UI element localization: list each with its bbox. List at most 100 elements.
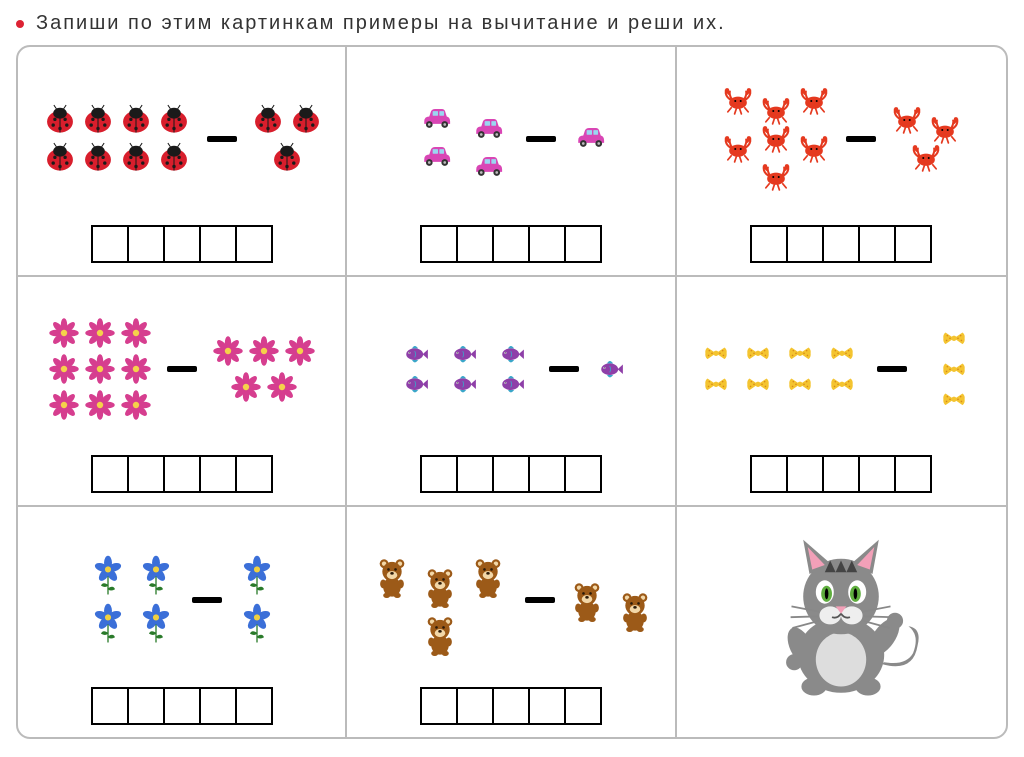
answer-box[interactable] xyxy=(199,687,237,725)
object-group xyxy=(37,103,197,175)
cat-illustration xyxy=(751,529,931,714)
object-group xyxy=(232,554,282,646)
minus-icon xyxy=(877,366,907,372)
answer-box[interactable] xyxy=(564,687,602,725)
answer-boxes[interactable] xyxy=(32,455,331,493)
answer-box[interactable] xyxy=(420,455,458,493)
answer-box[interactable] xyxy=(420,225,458,263)
bear-icon xyxy=(370,554,414,598)
answer-boxes[interactable] xyxy=(691,455,992,493)
answer-box[interactable] xyxy=(492,455,530,493)
flower-icon xyxy=(248,335,280,367)
bow-icon xyxy=(935,356,973,383)
answer-box[interactable] xyxy=(91,225,129,263)
answer-box[interactable] xyxy=(492,687,530,725)
answer-box[interactable] xyxy=(786,455,824,493)
answer-box[interactable] xyxy=(822,225,860,263)
answer-box[interactable] xyxy=(456,225,494,263)
bluefl-icon xyxy=(86,602,130,646)
answer-box[interactable] xyxy=(420,687,458,725)
flower-icon xyxy=(48,317,80,349)
flower-icon xyxy=(230,371,262,403)
cell-6 xyxy=(677,277,1006,507)
answer-box[interactable] xyxy=(199,225,237,263)
answer-boxes[interactable] xyxy=(691,225,992,263)
bow-icon xyxy=(823,340,861,367)
answer-box[interactable] xyxy=(894,455,932,493)
cell-3 xyxy=(677,47,1006,277)
answer-box[interactable] xyxy=(199,455,237,493)
flower-icon xyxy=(120,353,152,385)
answer-box[interactable] xyxy=(456,687,494,725)
answer-boxes[interactable] xyxy=(32,225,331,263)
car-icon xyxy=(412,103,460,137)
flower-icon xyxy=(266,371,298,403)
cell-7 xyxy=(18,507,347,737)
answer-box[interactable] xyxy=(235,455,273,493)
answer-box[interactable] xyxy=(91,687,129,725)
answer-box[interactable] xyxy=(163,687,201,725)
answer-box[interactable] xyxy=(564,225,602,263)
bluefl-icon xyxy=(134,602,178,646)
answer-boxes[interactable] xyxy=(361,225,660,263)
bluefl-icon xyxy=(235,554,279,598)
bow-icon xyxy=(935,325,973,352)
bear-icon xyxy=(613,588,657,632)
answer-box[interactable] xyxy=(235,225,273,263)
bullet-icon xyxy=(16,20,24,28)
fish-icon xyxy=(442,341,486,367)
crab-icon xyxy=(759,160,793,194)
answer-box[interactable] xyxy=(750,455,788,493)
ladybug-icon xyxy=(81,141,115,175)
answer-box[interactable] xyxy=(163,225,201,263)
bow-icon xyxy=(781,371,819,398)
answer-box[interactable] xyxy=(894,225,932,263)
answer-box[interactable] xyxy=(127,687,165,725)
answer-box[interactable] xyxy=(127,225,165,263)
answer-box[interactable] xyxy=(858,455,896,493)
fish-icon xyxy=(490,341,534,367)
answer-box[interactable] xyxy=(163,455,201,493)
answer-boxes[interactable] xyxy=(32,687,331,725)
answer-box[interactable] xyxy=(91,455,129,493)
flower-icon xyxy=(212,335,244,367)
answer-box[interactable] xyxy=(858,225,896,263)
fish-icon xyxy=(394,371,438,397)
flower-icon xyxy=(120,389,152,421)
answer-box[interactable] xyxy=(127,455,165,493)
bluefl-icon xyxy=(134,554,178,598)
answer-box[interactable] xyxy=(564,455,602,493)
answer-box[interactable] xyxy=(235,687,273,725)
answer-box[interactable] xyxy=(528,687,566,725)
answer-box[interactable] xyxy=(456,455,494,493)
picture-row xyxy=(32,57,331,221)
bow-icon xyxy=(781,340,819,367)
worksheet-grid xyxy=(16,45,1008,739)
car-icon xyxy=(566,122,614,156)
cell-8 xyxy=(347,507,676,737)
ladybug-icon xyxy=(119,141,153,175)
answer-box[interactable] xyxy=(528,225,566,263)
answer-box[interactable] xyxy=(786,225,824,263)
answer-boxes[interactable] xyxy=(361,687,660,725)
cell-2 xyxy=(347,47,676,277)
minus-icon xyxy=(526,136,556,142)
crab-icon xyxy=(890,103,924,137)
ladybug-icon xyxy=(119,103,153,137)
crab-icon xyxy=(721,84,755,118)
picture-row xyxy=(691,57,992,221)
answer-box[interactable] xyxy=(492,225,530,263)
answer-boxes[interactable] xyxy=(361,455,660,493)
bluefl-icon xyxy=(86,554,130,598)
bow-icon xyxy=(697,371,735,398)
answer-box[interactable] xyxy=(528,455,566,493)
answer-box[interactable] xyxy=(822,455,860,493)
answer-box[interactable] xyxy=(750,225,788,263)
object-group xyxy=(716,84,836,194)
object-group xyxy=(408,103,516,174)
bow-icon xyxy=(935,386,973,413)
ladybug-icon xyxy=(43,141,77,175)
ladybug-icon xyxy=(270,141,304,175)
ladybug-icon xyxy=(157,141,191,175)
object-group xyxy=(389,341,539,398)
